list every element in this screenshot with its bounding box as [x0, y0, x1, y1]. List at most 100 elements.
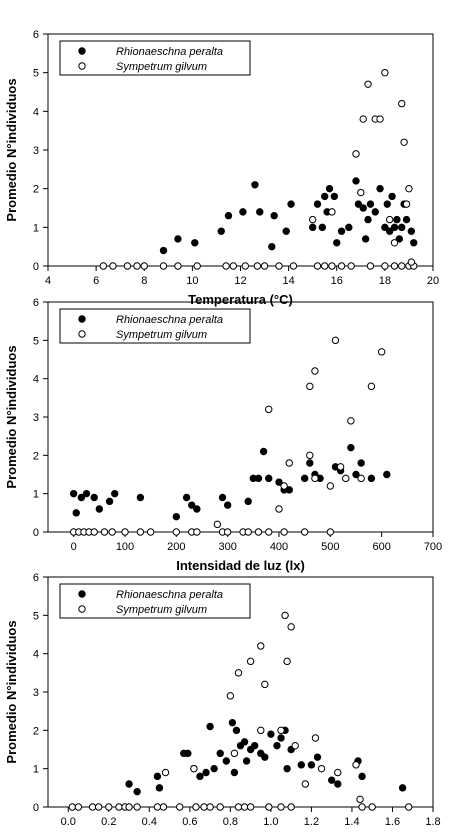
rhionaeschna-point [390, 223, 399, 232]
rhionaeschna-point [325, 184, 334, 193]
x-tick-label: 20 [427, 275, 439, 287]
sympetrum-point [109, 262, 117, 270]
sympetrum-point [368, 803, 376, 811]
rhionaeschna-point [300, 474, 309, 483]
y-tick-label: 3 [33, 412, 39, 424]
sympetrum-point [398, 262, 406, 270]
legend-marker [78, 62, 86, 70]
x-tick-label: 200 [167, 541, 185, 553]
legend-marker [78, 47, 86, 55]
sympetrum-point [280, 482, 288, 490]
rhionaeschna-point [210, 764, 218, 773]
sympetrum-point [357, 188, 365, 197]
sympetrum-point [301, 780, 310, 788]
x-tick-label: 8 [141, 275, 147, 287]
rhionaeschna-point [321, 192, 329, 201]
rhionaeschna-point [223, 501, 232, 509]
rhionaeschna-point [228, 718, 237, 727]
y-tick-label: 3 [33, 145, 39, 157]
sympetrum-point [222, 262, 230, 270]
sympetrum-point [390, 239, 399, 247]
rhionaeschna-point [105, 497, 114, 506]
rhionaeschna-point [193, 505, 201, 513]
sympetrum-point [133, 803, 141, 811]
legend-label: Sympetrum gilvum [116, 61, 207, 73]
sympetrum-point [352, 150, 360, 158]
rhionaeschna-point [383, 470, 391, 479]
sympetrum-point [153, 803, 162, 811]
legend-box [59, 308, 251, 344]
rhionaeschna-point [90, 493, 98, 502]
sympetrum-point [291, 741, 299, 750]
rhionaeschna-point [202, 768, 210, 777]
x-tick-label: 100 [116, 541, 134, 553]
sympetrum-point [357, 474, 365, 483]
y-tick-label: 2 [33, 184, 39, 196]
sympetrum-point [260, 262, 269, 270]
x-tick-label: 600 [372, 541, 390, 553]
sympetrum-point [234, 669, 243, 677]
rhionaeschna-point [277, 734, 285, 742]
sympetrum-point [192, 803, 200, 811]
sympetrum-point [68, 803, 77, 811]
legend-marker [78, 590, 86, 598]
rhionaeschna-point [136, 493, 145, 502]
rhionaeschna-point [398, 223, 406, 232]
rhionaeschna-point [361, 235, 370, 243]
sympetrum-point [277, 726, 285, 735]
sympetrum-point [99, 262, 108, 270]
rhionaeschna-point [95, 505, 104, 513]
y-tick-label: 0 [33, 261, 39, 273]
sympetrum-point [359, 115, 367, 123]
sympetrum-point [342, 474, 350, 483]
legend-label: Sympetrum gilvum [116, 604, 207, 616]
sympetrum-point [240, 803, 249, 811]
y-tick-label: 4 [33, 374, 39, 386]
rhionaeschna-point [308, 223, 317, 232]
rhionaeschna-point [153, 772, 162, 781]
x-tick-label: 1.0 [263, 816, 278, 828]
rhionaeschna-point [224, 212, 233, 220]
rhionaeschna-point [206, 722, 214, 731]
legend-marker [78, 330, 86, 338]
sympetrum-point [265, 803, 273, 811]
sympetrum-point [381, 68, 389, 77]
sympetrum-point [159, 803, 168, 811]
sympetrum-point [347, 417, 355, 425]
sympetrum-point [229, 262, 237, 270]
sympetrum-point [277, 803, 285, 811]
sympetrum-point [275, 505, 283, 513]
sympetrum-point [193, 528, 201, 536]
rhionaeschna-point [69, 489, 78, 498]
rhionaeschna-point [222, 757, 231, 765]
rhionaeschna-point [364, 215, 372, 224]
y-tick-label: 5 [33, 335, 39, 347]
chart-panel-2: 0 100 200 300 400 500 600 700 0 1 2 3 4 5 6 Intensidad … [4, 297, 442, 573]
sympetrum-point [213, 520, 222, 529]
rhionaeschna-point [398, 784, 407, 792]
sympetrum-point [265, 405, 273, 414]
rhionaeschna-point [217, 227, 225, 235]
x-tick-label: 0.2 [101, 816, 116, 828]
sympetrum-point [253, 262, 262, 270]
x-tick-label: 18 [379, 275, 391, 287]
x-tick-label: 1.2 [304, 816, 319, 828]
rhionaeschna-point [256, 208, 264, 216]
sympetrum-point [328, 262, 336, 270]
sympetrum-point [226, 692, 235, 700]
sympetrum-point [281, 611, 289, 620]
sympetrum-point [367, 382, 376, 391]
sympetrum-point [261, 680, 269, 689]
sympetrum-point [326, 482, 335, 490]
sympetrum-point [334, 768, 342, 777]
y-axis-title: Promedio N°individuos [4, 620, 19, 763]
x-tick-label: 0.0 [61, 816, 76, 828]
rhionaeschna-point [232, 726, 241, 735]
sympetrum-point [234, 803, 243, 811]
rhionaeschna-point [376, 184, 384, 193]
x-tick-label: 0.6 [182, 816, 197, 828]
rhionaeschna-point [216, 749, 224, 758]
rhionaeschna-point [155, 784, 164, 792]
x-tick-label: 16 [331, 275, 343, 287]
sympetrum-point [404, 803, 413, 811]
